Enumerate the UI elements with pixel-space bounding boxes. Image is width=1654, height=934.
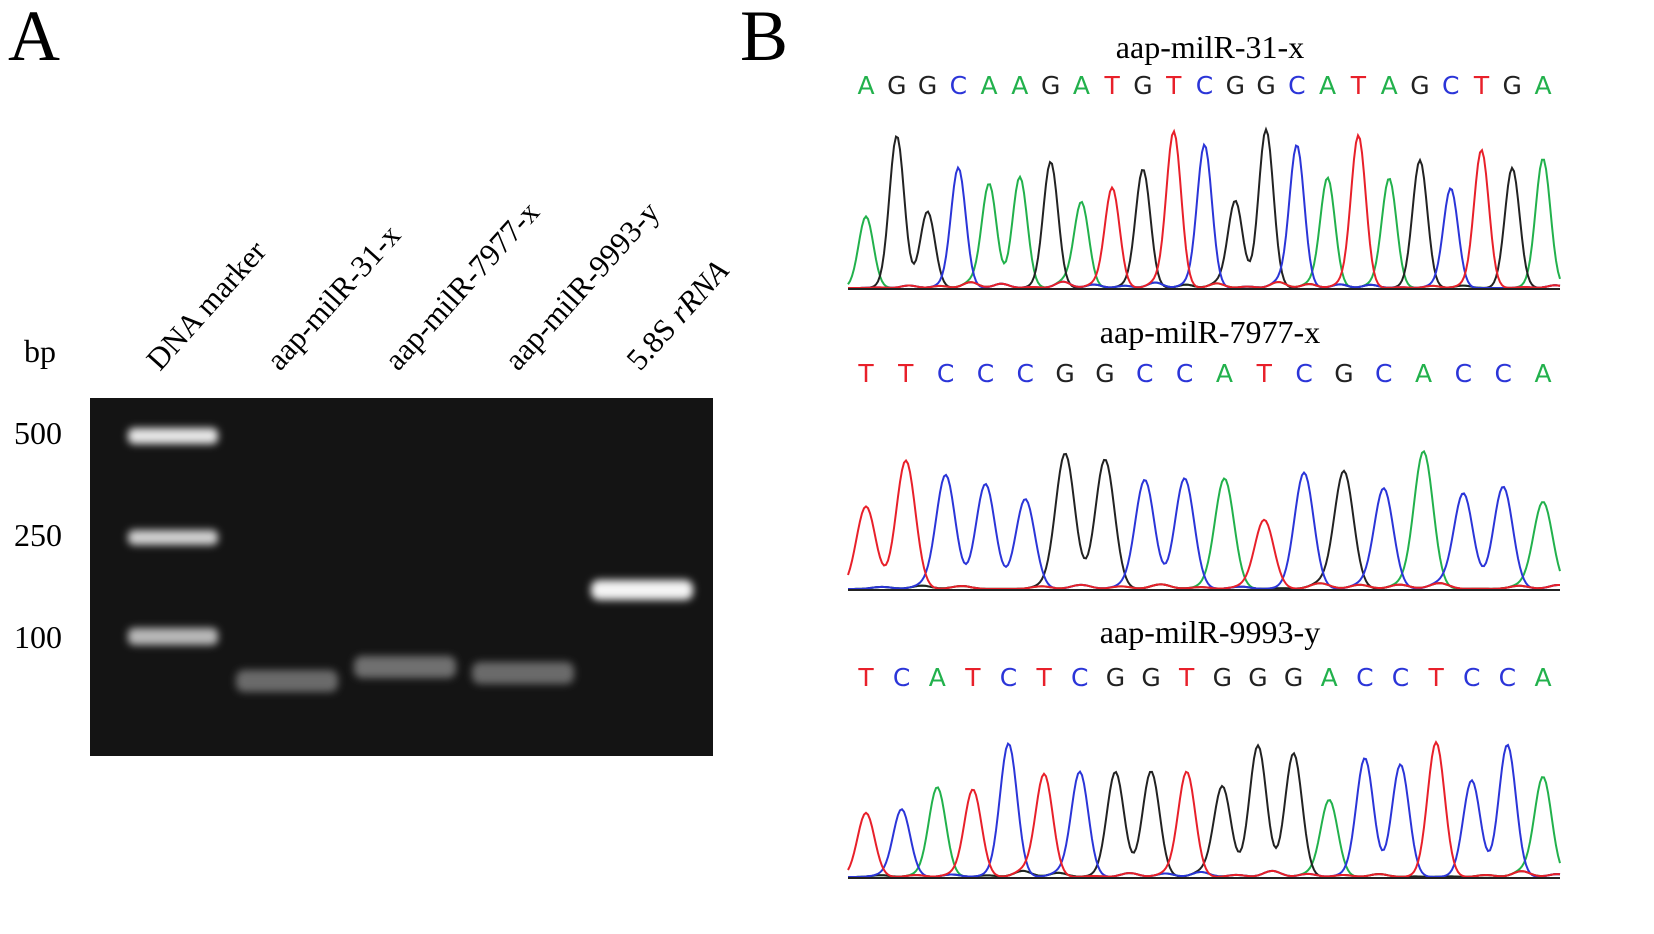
base-letter: A bbox=[1011, 71, 1028, 100]
base-letter: C bbox=[1136, 359, 1153, 388]
bands bbox=[128, 428, 693, 692]
base-letter: G bbox=[1503, 71, 1522, 100]
lane-label-part: DNA marker bbox=[139, 233, 273, 377]
base-letter: G bbox=[918, 71, 937, 100]
base-letter: C bbox=[1392, 663, 1409, 692]
base-letter: C bbox=[1000, 663, 1017, 692]
base-letter: T bbox=[897, 359, 914, 388]
trace-title: aap-milR-9993-y bbox=[1100, 614, 1320, 650]
base-letter: G bbox=[1256, 71, 1275, 100]
base-letter: C bbox=[1499, 663, 1516, 692]
base-letter: A bbox=[1216, 359, 1233, 388]
base-letter: C bbox=[937, 359, 954, 388]
base-letter: G bbox=[1133, 71, 1152, 100]
base-letter: G bbox=[1213, 663, 1232, 692]
panel-label: A bbox=[8, 0, 60, 76]
base-letter: C bbox=[1071, 663, 1088, 692]
trace-title: aap-milR-31-x bbox=[1116, 29, 1304, 65]
base-letter: G bbox=[1284, 663, 1303, 692]
band bbox=[128, 530, 218, 545]
base-letter: C bbox=[1295, 359, 1312, 388]
trace-line bbox=[848, 742, 1561, 878]
base-letter: A bbox=[1534, 71, 1551, 100]
base-letter: T bbox=[1165, 71, 1182, 100]
base-letter: C bbox=[1196, 71, 1213, 100]
base-letter: G bbox=[887, 71, 906, 100]
base-letter: C bbox=[950, 71, 967, 100]
base-letter: A bbox=[1534, 663, 1551, 692]
band bbox=[128, 428, 218, 444]
base-letter: G bbox=[1095, 359, 1114, 388]
panel-label: B bbox=[740, 0, 788, 76]
base-letter: A bbox=[1319, 71, 1336, 100]
band bbox=[591, 580, 693, 600]
gel bbox=[90, 398, 713, 756]
band bbox=[236, 670, 338, 692]
base-letter: C bbox=[1017, 359, 1034, 388]
trace-line bbox=[847, 740, 1561, 878]
base-letter: T bbox=[857, 663, 874, 692]
base-letter: T bbox=[857, 359, 874, 388]
base-letter: C bbox=[1494, 359, 1511, 388]
base-letter: A bbox=[857, 71, 874, 100]
base-letter: C bbox=[1375, 359, 1392, 388]
gel-background bbox=[90, 398, 713, 756]
base-letter: A bbox=[1381, 71, 1398, 100]
base-letter: C bbox=[1356, 663, 1373, 692]
base-letter: T bbox=[1473, 71, 1490, 100]
base-letter: G bbox=[1055, 359, 1074, 388]
base-letter: T bbox=[1427, 663, 1444, 692]
band bbox=[128, 628, 218, 645]
trace-line bbox=[848, 471, 1560, 590]
band bbox=[472, 662, 574, 684]
base-letter: C bbox=[1288, 71, 1305, 100]
base-letter: A bbox=[1415, 359, 1432, 388]
base-letter: C bbox=[977, 359, 994, 388]
base-letter: T bbox=[1036, 663, 1053, 692]
base-letter: G bbox=[1106, 663, 1125, 692]
lane-label: 5.8SrRNA bbox=[619, 252, 736, 376]
base-letter: G bbox=[1410, 71, 1429, 100]
base-letter: A bbox=[929, 663, 946, 692]
marker-label: 500 bbox=[14, 415, 62, 451]
trace-line bbox=[848, 142, 1561, 289]
marker-label: 250 bbox=[14, 517, 62, 553]
base-letter: C bbox=[1455, 359, 1472, 388]
lane-label-part: 5.8S bbox=[619, 312, 682, 377]
lane-label: DNA marker bbox=[139, 233, 273, 377]
base-letter: C bbox=[1176, 359, 1193, 388]
base-letter: C bbox=[893, 663, 910, 692]
base-letter: G bbox=[1141, 663, 1160, 692]
base-letter: A bbox=[1073, 71, 1090, 100]
base-letter: G bbox=[1226, 71, 1245, 100]
base-letter: G bbox=[1248, 663, 1267, 692]
base-letter: A bbox=[1534, 359, 1551, 388]
base-letter: T bbox=[1104, 71, 1121, 100]
trace-line bbox=[848, 126, 1561, 289]
base-letter: T bbox=[1256, 359, 1273, 388]
base-letter: A bbox=[1321, 663, 1338, 692]
base-letter: T bbox=[1178, 663, 1195, 692]
lane-label-part: rRNA bbox=[662, 252, 736, 329]
base-letter: C bbox=[1442, 71, 1459, 100]
base-letter: G bbox=[1041, 71, 1060, 100]
base-letter: T bbox=[1350, 71, 1367, 100]
band bbox=[354, 656, 456, 678]
trace-line bbox=[848, 128, 1561, 289]
base-letter: G bbox=[1334, 359, 1353, 388]
trace-title: aap-milR-7977-x bbox=[1100, 314, 1320, 350]
marker-label: 100 bbox=[14, 619, 62, 655]
base-letter: T bbox=[964, 663, 981, 692]
unit-label: bp bbox=[24, 333, 56, 369]
trace-line bbox=[847, 458, 1560, 590]
base-letter: C bbox=[1463, 663, 1480, 692]
base-letter: A bbox=[981, 71, 998, 100]
